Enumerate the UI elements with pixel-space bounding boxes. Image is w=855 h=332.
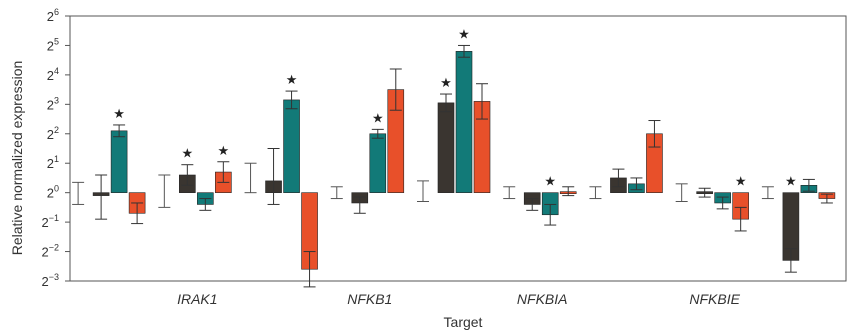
y-tick-exponent-6: 0: [54, 184, 59, 194]
x-axis-label: Target: [444, 314, 483, 330]
significance-star-g1-s2: ★: [218, 144, 230, 159]
y-tick-exponent-1: 5: [54, 36, 59, 46]
y-tick-label-4: 22: [47, 125, 59, 142]
y-tick-exponent-8: −2: [49, 243, 59, 253]
y-tick-exponent-4: 2: [54, 125, 59, 135]
y-tick-exponent-0: 6: [54, 7, 59, 17]
significance-star-g0-s1: ★: [113, 107, 125, 122]
category-label-nfkb1: NFKB1: [347, 291, 392, 307]
significance-star-g7-s2: ★: [735, 175, 747, 190]
y-axis-label: Relative normalized expression: [9, 61, 25, 256]
y-tick-label-0: 26: [47, 7, 59, 24]
bar-g0-s1: [110, 130, 128, 193]
category-label-irak1: IRAK1: [177, 291, 217, 307]
y-tick-label-5: 21: [47, 154, 59, 171]
y-tick-label-7: 2−1: [42, 213, 60, 230]
significance-star-g2-s1: ★: [286, 73, 298, 88]
y-tick-label-3: 23: [47, 95, 59, 112]
y-tick-label-8: 2−2: [42, 243, 60, 260]
significance-star-g4-s0: ★: [440, 76, 452, 91]
y-tick-label-9: 2−3: [42, 272, 60, 289]
significance-star-g8-s0: ★: [785, 175, 797, 190]
y-tick-exponent-3: 3: [54, 95, 59, 105]
significance-star-g1-s0: ★: [182, 147, 194, 162]
bar-g4-s1: [455, 51, 473, 193]
y-tick-exponent-2: 4: [54, 66, 59, 76]
bar-g4-s0: [437, 102, 455, 193]
category-label-nfkbie: NFKBIE: [689, 291, 740, 307]
bar-g3-s1: [369, 133, 387, 193]
y-tick-exponent-7: −1: [49, 213, 59, 223]
significance-star-g4-s1: ★: [458, 27, 470, 42]
bar-g2-s1: [283, 99, 300, 193]
y-tick-exponent-5: 1: [54, 154, 59, 164]
y-tick-label-1: 25: [47, 36, 59, 53]
y-tick-label-6: 20: [47, 184, 59, 201]
y-tick-exponent-9: −3: [49, 272, 59, 282]
plot-frame: [69, 15, 847, 282]
significance-star-g5-s1: ★: [544, 175, 556, 190]
category-label-nfkbia: NFKBIA: [517, 291, 568, 307]
y-tick-label-2: 24: [47, 66, 59, 83]
significance-star-g3-s1: ★: [372, 111, 384, 126]
